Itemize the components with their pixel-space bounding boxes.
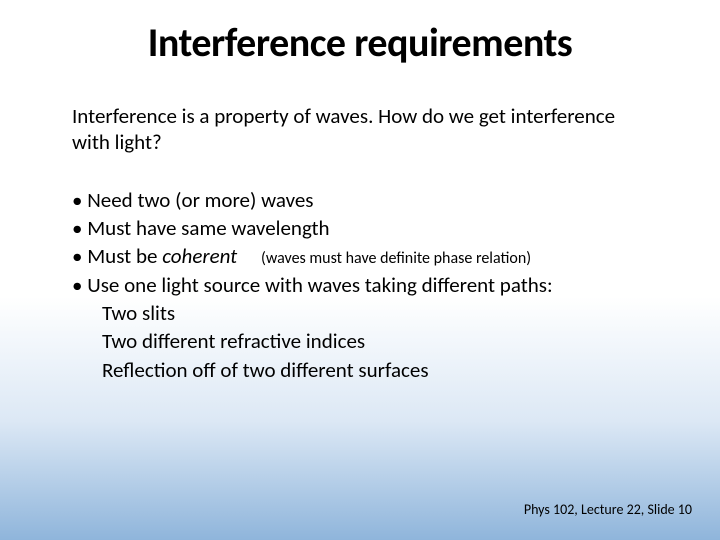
slide-footer: Phys 102, Lecture 22, Slide 10 <box>524 501 692 518</box>
bullet-dot-icon: • <box>72 243 87 269</box>
bullet-note: (waves must have definite phase relation… <box>261 249 531 268</box>
sub-item: Two slits <box>102 299 648 327</box>
bullet-list: • Need two (or more) waves • Must have s… <box>72 186 648 384</box>
bullet-dot-icon: • <box>72 187 87 213</box>
bullet-item: • Need two (or more) waves <box>72 186 648 214</box>
bullet-item: • Must have same wavelength <box>72 214 648 242</box>
sub-list: Two slits Two different refractive indic… <box>102 299 648 384</box>
slide-title: Interference requirements <box>0 0 720 67</box>
sub-item: Reflection off of two different surfaces <box>102 356 648 384</box>
bullet-item: • Must be coherent (waves must have defi… <box>72 242 648 270</box>
intro-text: Interference is a property of waves. How… <box>72 103 648 156</box>
bullet-text-prefix: Must be <box>87 243 162 269</box>
bullet-text: Use one light source with waves taking d… <box>87 272 552 298</box>
bullet-text-emphasis: coherent <box>162 243 237 269</box>
bullet-item: • Use one light source with waves taking… <box>72 271 648 299</box>
bullet-text: Must have same wavelength <box>87 215 329 241</box>
bullet-dot-icon: • <box>72 215 87 241</box>
sub-item: Two different refractive indices <box>102 327 648 355</box>
bullet-text: Need two (or more) waves <box>87 187 313 213</box>
bullet-dot-icon: • <box>72 272 87 298</box>
